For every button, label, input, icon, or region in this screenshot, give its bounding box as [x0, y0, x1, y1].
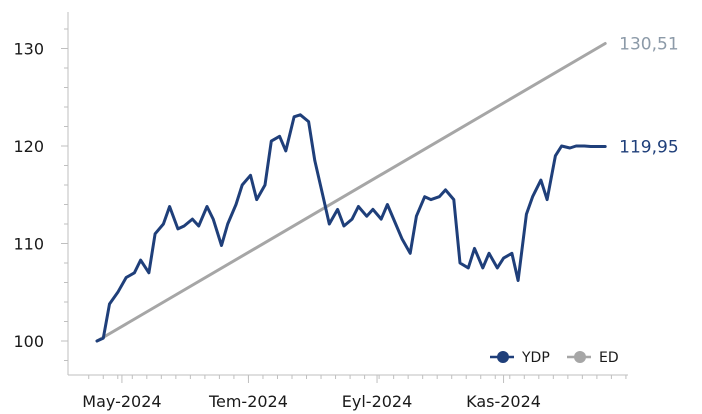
labels-layer: 130,51 119,95	[619, 35, 678, 158]
legend-ydp-marker	[497, 351, 509, 363]
series-layer	[95, 42, 607, 343]
series-line-ed	[95, 42, 607, 343]
y-tick-label: 130	[13, 40, 44, 59]
y-tick-label: 100	[13, 332, 44, 351]
y-tick-label: 110	[13, 235, 44, 254]
end-label-ydp: 119,95	[619, 137, 678, 157]
legend-ed-marker	[574, 351, 586, 363]
legend: YDP ED	[490, 350, 619, 366]
axes: 100 110 120 130 May-2024 Tem-2024 Eyl-2024 Kas-…	[13, 12, 628, 411]
x-tick-label: Eyl-2024	[342, 392, 413, 411]
legend-ed-label: ED	[599, 350, 619, 366]
legend-item-ed[interactable]: ED	[567, 350, 619, 366]
x-tick-label: Tem-2024	[208, 392, 288, 411]
series-line-ydp	[95, 113, 607, 343]
y-tick-label: 120	[13, 137, 44, 156]
x-tick-label: May-2024	[82, 392, 161, 411]
x-tick-label: Kas-2024	[466, 392, 541, 411]
legend-ydp-label: YDP	[521, 350, 550, 366]
legend-item-ydp[interactable]: YDP	[490, 350, 550, 366]
end-label-ed: 130,51	[619, 35, 678, 55]
